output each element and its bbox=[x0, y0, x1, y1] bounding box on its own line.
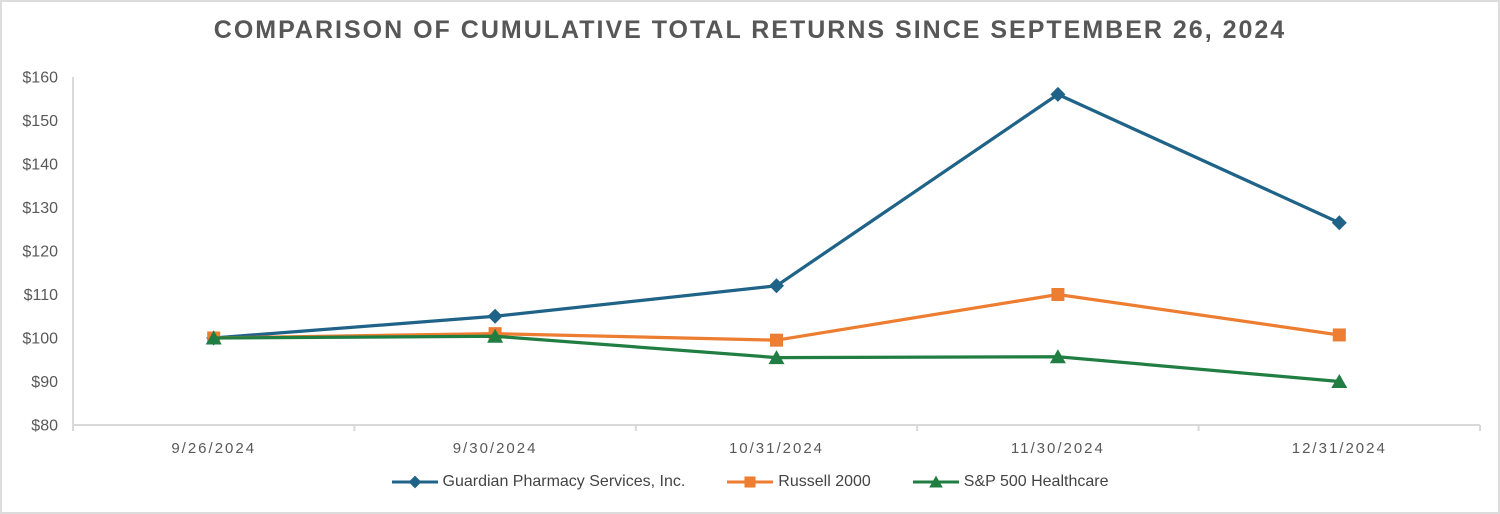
y-tick-label: $100 bbox=[22, 331, 58, 348]
y-tick-label: $110 bbox=[24, 287, 59, 304]
legend-item-sp500-healthcare: S&P 500 Healthcare bbox=[912, 473, 1109, 491]
russell-2000-series-icon bbox=[727, 476, 774, 488]
sp500-healthcare-series-icon bbox=[912, 475, 959, 488]
x-tick-label: 12/31/2024 bbox=[1292, 440, 1387, 457]
series-1-marker-square-icon bbox=[770, 333, 783, 347]
series-1-marker-square-icon bbox=[1051, 288, 1065, 301]
y-tick-label: $80 bbox=[31, 418, 58, 435]
legend-item-guardian: Guardian Pharmacy Services, Inc. bbox=[391, 473, 686, 491]
legend-triangle-icon bbox=[928, 475, 943, 488]
x-tick-label: 10/31/2024 bbox=[729, 440, 824, 457]
series-line-0 bbox=[213, 92, 1340, 340]
chart-title: COMPARISON OF CUMULATIVE TOTAL RETURNS S… bbox=[213, 16, 1287, 44]
x-tick-label: 11/30/2024 bbox=[1011, 440, 1105, 457]
series-0-marker-diamond-icon bbox=[769, 278, 784, 294]
guardian-series-icon bbox=[391, 475, 438, 489]
series-line-1 bbox=[213, 292, 1340, 342]
y-tick-label: $120 bbox=[22, 244, 58, 261]
x-tick-label: 9/26/2024 bbox=[171, 440, 256, 457]
y-tick-label: $140 bbox=[22, 157, 58, 174]
series-0-marker-diamond-icon bbox=[487, 308, 503, 324]
series-2-marker-triangle-icon bbox=[1331, 374, 1348, 388]
legend-label-sp500-healthcare: S&P 500 Healthcare bbox=[963, 473, 1109, 490]
y-tick-label: $150 bbox=[22, 113, 58, 130]
series-0-marker-diamond-icon bbox=[1331, 215, 1347, 231]
y-tick-label: $130 bbox=[22, 200, 58, 217]
x-tick-label: 9/30/2024 bbox=[453, 440, 538, 457]
series-2-marker-triangle-icon bbox=[1049, 349, 1066, 364]
y-tick-label: $90 bbox=[31, 374, 58, 391]
chart-legend: Guardian Pharmacy Services, Inc. Russell… bbox=[2, 473, 1498, 491]
legend-square-icon bbox=[744, 476, 756, 488]
series-2-marker-triangle-icon bbox=[768, 350, 785, 365]
series-2-marker-triangle-icon bbox=[487, 328, 504, 343]
y-tick-label: $160 bbox=[22, 70, 58, 87]
series-0-marker-diamond-icon bbox=[1050, 86, 1066, 102]
series-2-marker-triangle-icon bbox=[205, 330, 222, 345]
legend-label-guardian: Guardian Pharmacy Services, Inc. bbox=[442, 473, 686, 490]
legend-diamond-icon bbox=[408, 475, 421, 489]
series-1-marker-square-icon bbox=[1332, 328, 1346, 342]
legend-label-russell-2000: Russell 2000 bbox=[778, 473, 871, 490]
legend-item-russell-2000: Russell 2000 bbox=[727, 473, 871, 491]
